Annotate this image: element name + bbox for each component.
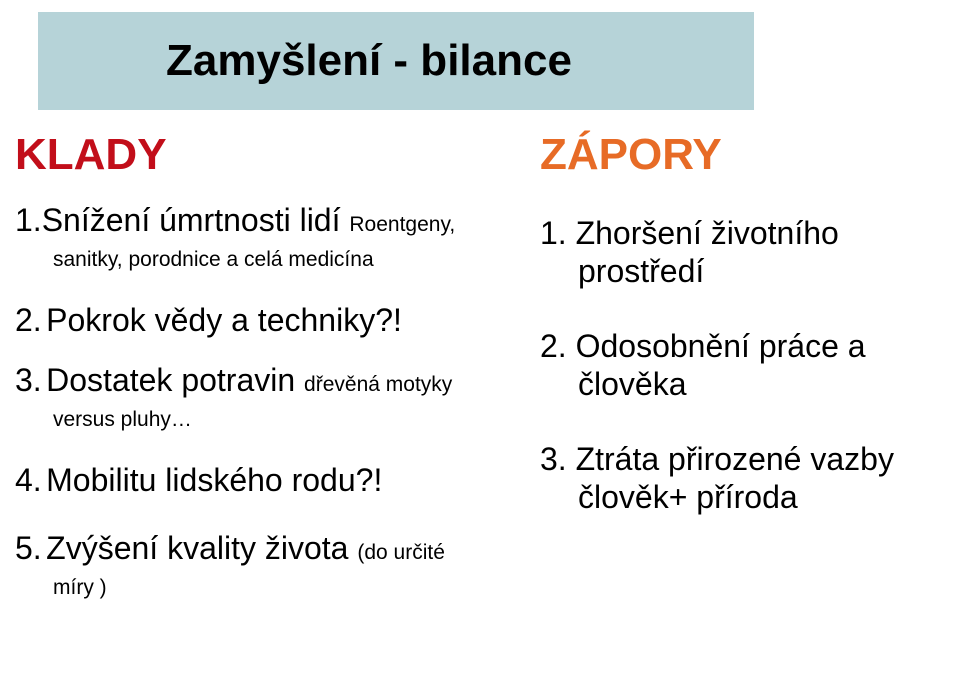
klady-heading: KLADY (15, 130, 167, 180)
klady-item-5-main: Zvýšení kvality života (46, 530, 357, 566)
title-bar: Zamyšlení - bilance (38, 12, 754, 110)
zapory-item-2-line1: Odosobnění práce a (576, 328, 866, 364)
klady-item-3-sub1: dřevěná motyky (304, 373, 452, 396)
klady-item-4-main: Mobilitu lidského rodu?! (46, 462, 382, 498)
page-title: Zamyšlení - bilance (166, 36, 572, 86)
klady-item-5-sub1: (do určité (357, 541, 445, 564)
klady-item-3-sub2: versus pluhy… (15, 408, 515, 432)
zapory-item-2-line2: člověka (540, 365, 940, 403)
zapory-item-3-line2: člověk+ příroda (540, 478, 940, 516)
klady-item-4: 4. Mobilitu lidského rodu?! (15, 460, 515, 500)
klady-item-3-main: Dostatek potravin (46, 362, 304, 398)
klady-item-2-num: 2. (15, 302, 42, 338)
klady-item-1-sub2: sanitky, porodnice a celá medicína (15, 248, 515, 272)
klady-item-1-num: 1. (15, 202, 42, 238)
klady-item-5-num: 5. (15, 530, 42, 566)
zapory-item-3: 3. Ztráta přirozené vazby člověk+ přírod… (540, 440, 940, 517)
zapory-item-2: 2. Odosobnění práce a člověka (540, 327, 940, 404)
klady-item-3-num: 3. (15, 362, 42, 398)
klady-item-1: 1.Snížení úmrtnosti lidí Roentgeny, sani… (15, 200, 515, 272)
zapory-item-1-line2: prostředí (540, 252, 940, 290)
klady-item-5: 5. Zvýšení kvality života (do určité mír… (15, 528, 515, 600)
zapory-item-1-num: 1. (540, 215, 567, 251)
klady-list: 1.Snížení úmrtnosti lidí Roentgeny, sani… (15, 200, 515, 600)
klady-item-2-main: Pokrok vědy a techniky?! (46, 302, 402, 338)
zapory-item-3-line1: Ztráta přirozené vazby (576, 441, 894, 477)
zapory-item-3-num: 3. (540, 441, 567, 477)
zapory-item-1: 1. Zhoršení životního prostředí (540, 214, 940, 291)
klady-item-3: 3. Dostatek potravin dřevěná motyky vers… (15, 360, 515, 432)
klady-item-4-num: 4. (15, 462, 42, 498)
zapory-heading: ZÁPORY (540, 130, 722, 180)
zapory-list: 1. Zhoršení životního prostředí 2. Odoso… (540, 214, 940, 552)
klady-item-1-sub1: Roentgeny, (349, 213, 455, 236)
klady-item-5-sub2: míry ) (15, 576, 515, 600)
klady-item-1-main: Snížení úmrtnosti lidí (42, 202, 350, 238)
klady-item-2: 2. Pokrok vědy a techniky?! (15, 300, 515, 340)
zapory-item-2-num: 2. (540, 328, 567, 364)
zapory-item-1-line1: Zhoršení životního (576, 215, 839, 251)
